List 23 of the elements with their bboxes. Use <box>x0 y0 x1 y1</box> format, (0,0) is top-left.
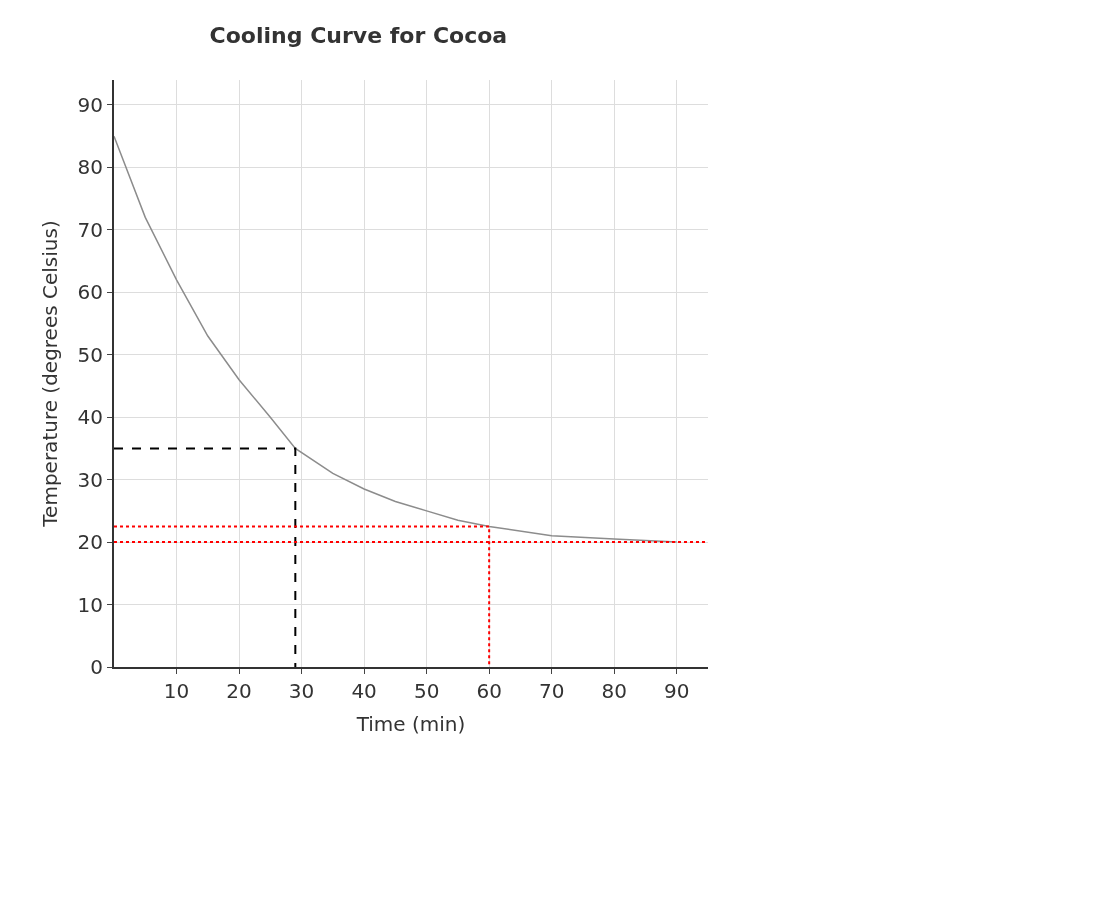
x-axis-title: Time (min) <box>355 712 466 736</box>
y-tick-label: 90 <box>77 92 103 117</box>
y-tick-label: 60 <box>77 280 103 305</box>
line-series <box>114 135 678 543</box>
y-tick-label: 50 <box>77 342 103 367</box>
x-tick-label: 90 <box>664 679 690 703</box>
y-tick-label: 30 <box>77 467 103 492</box>
x-tick-label: 50 <box>413 679 440 703</box>
y-tick-label: 70 <box>77 217 103 242</box>
chart-title: Cooling Curve for Cocoa <box>209 23 508 49</box>
y-axis-title: Temperature (degrees Celsius) <box>37 220 62 528</box>
x-tick-label: 20 <box>226 679 252 703</box>
y-tick-label: 80 <box>77 155 103 180</box>
x-tick-label: 80 <box>601 679 627 703</box>
x-tick-label: 10 <box>163 679 190 703</box>
x-tick-label: 60 <box>476 679 502 703</box>
y-tick-label: 0 <box>90 655 103 679</box>
y-tick-label: 40 <box>77 405 103 430</box>
y-tick-label: 10 <box>77 592 103 617</box>
x-tick-label: 70 <box>538 679 565 703</box>
y-tick-label: 20 <box>77 530 103 555</box>
x-tick-label: 30 <box>288 679 315 703</box>
x-tick-label: 40 <box>351 679 377 703</box>
